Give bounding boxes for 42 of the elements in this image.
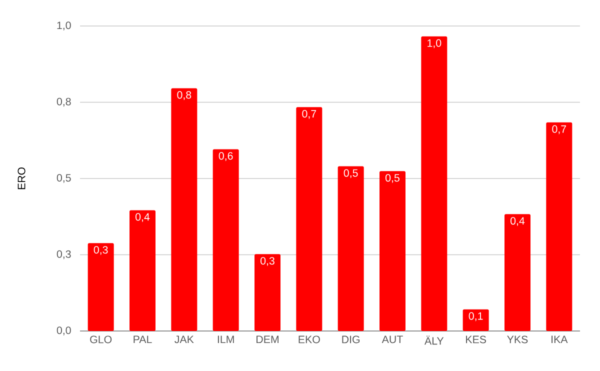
x-tick-label: IKA <box>552 336 568 344</box>
y-tick-label: 1,0 <box>57 22 71 30</box>
bar <box>380 171 406 331</box>
x-tick-label: KES <box>466 336 486 344</box>
bar <box>546 122 572 331</box>
x-tick-label: DEM <box>256 336 278 344</box>
data-label: 1,0 <box>428 39 442 48</box>
data-label: 0,6 <box>218 152 233 161</box>
bar <box>504 214 530 331</box>
x-tick-label: ÄLY <box>424 336 444 345</box>
data-label: 0,3 <box>260 257 274 266</box>
x-tick-label: DIG <box>342 336 360 344</box>
bar <box>296 107 322 331</box>
x-tick-label: ILM <box>218 336 234 344</box>
x-tick-label: YKS <box>507 336 528 344</box>
x-tick-label: AUT <box>382 336 403 344</box>
bar <box>88 243 114 331</box>
data-label: 0,3 <box>94 246 108 255</box>
bar <box>462 309 489 331</box>
bar <box>254 254 280 331</box>
bar <box>421 36 448 331</box>
data-label: 0,4 <box>136 213 150 222</box>
data-label: 0,4 <box>510 217 525 226</box>
x-tick-label: GLO <box>90 336 112 344</box>
bar <box>212 149 239 331</box>
x-tick-label: EKO <box>298 336 320 344</box>
bar <box>130 210 156 331</box>
data-label: 0,8 <box>177 91 192 100</box>
y-tick-label: 0,0 <box>56 326 71 336</box>
bar <box>338 166 364 331</box>
y-tick-label: 0,5 <box>56 174 71 183</box>
y-tick-label: 0,8 <box>56 98 71 107</box>
y-tick-label: 0,3 <box>56 250 71 260</box>
data-label: 0,1 <box>468 312 483 322</box>
data-label: 0,7 <box>552 125 566 134</box>
data-label: 0,5 <box>386 174 400 183</box>
data-label: 0,5 <box>344 169 358 178</box>
x-tick-label: JAK <box>174 336 194 344</box>
data-label: 0,7 <box>302 110 316 119</box>
y-axis-title: ERO <box>18 167 26 190</box>
bar <box>171 88 198 331</box>
x-tick-label: PAL <box>134 336 152 344</box>
